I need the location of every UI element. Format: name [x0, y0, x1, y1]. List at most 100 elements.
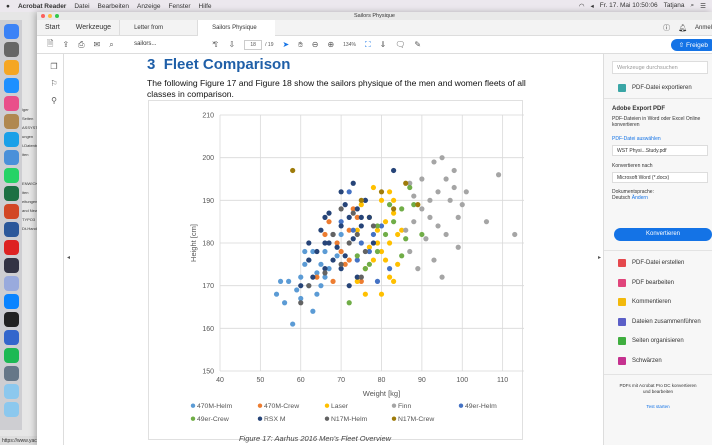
tab-start[interactable]: Start: [45, 24, 60, 31]
clock[interactable]: Fr. 17. Mai 10:50:06: [599, 2, 658, 9]
choose-file-link[interactable]: PDF-Datei auswählen: [612, 135, 661, 142]
data-point-laser: [395, 231, 401, 238]
fit-page-icon[interactable]: ⛶: [364, 39, 371, 49]
dock-app-icon[interactable]: [3, 384, 19, 399]
tool-item[interactable]: Seiten organisieren: [604, 332, 712, 352]
upload-icon[interactable]: ⇪: [62, 40, 70, 49]
close-window-button[interactable]: [41, 14, 45, 18]
dock-app-icon[interactable]: [3, 348, 19, 363]
hand-tool-icon[interactable]: ✋︎: [298, 39, 303, 49]
menu-hilfe[interactable]: Hilfe: [198, 2, 212, 10]
save-icon[interactable]: 🗎︎: [47, 38, 54, 48]
dock-app-icon[interactable]: [3, 114, 19, 129]
dock-app-icon[interactable]: [3, 276, 19, 291]
dock-app-icon[interactable]: [3, 312, 19, 327]
select-tool-icon[interactable]: ➤: [282, 40, 290, 49]
tool-item[interactable]: Kommentieren: [604, 293, 712, 313]
user-name[interactable]: Tatjana: [663, 2, 685, 9]
attachment-icon[interactable]: ⚲: [51, 96, 57, 105]
trial-link[interactable]: Test starten: [646, 403, 670, 409]
search-icon[interactable]: ⌕: [109, 39, 114, 49]
dock-app-icon[interactable]: [3, 150, 19, 165]
legend-label: N17M-Crew: [398, 416, 434, 423]
data-point-470m-crew: [334, 240, 340, 246]
format-select[interactable]: Microsoft Word (*.docx): [612, 171, 708, 183]
spotlight-icon[interactable]: ⌕: [690, 2, 695, 9]
dock-app-icon[interactable]: [3, 24, 19, 39]
tool-item[interactable]: PDF-Datei erstellen: [604, 254, 712, 274]
data-point-laser: [378, 291, 385, 297]
convert-button[interactable]: Konvertieren: [614, 227, 712, 241]
tool-item[interactable]: Schwärzen: [604, 351, 712, 371]
dock-app-icon[interactable]: [3, 96, 19, 111]
data-point-rsx-m: [346, 214, 352, 220]
data-point-470m-helm: [322, 248, 328, 255]
apple-icon[interactable]: ●: [6, 2, 10, 10]
menu-list-icon[interactable]: ☰: [700, 3, 706, 10]
dock-app-icon[interactable]: [3, 60, 19, 75]
page-down-icon[interactable]: ⇩: [228, 40, 236, 49]
tool-export-pdf[interactable]: PDF-Datei exportieren: [604, 78, 712, 98]
collapse-right-icon[interactable]: ▸: [597, 255, 601, 261]
dock-app-icon[interactable]: [3, 132, 19, 147]
tool-icon: [618, 356, 626, 365]
dock-app-icon[interactable]: [3, 222, 19, 237]
comment-icon[interactable]: 🗨︎: [395, 40, 406, 49]
bookmark-icon[interactable]: ⚐: [50, 79, 58, 88]
data-point-470m-helm: [298, 295, 304, 302]
page-number-input[interactable]: 18: [244, 39, 263, 50]
data-point-rsx-m: [366, 214, 372, 220]
tab-document-sailors[interactable]: Sailors Physique ×: [197, 19, 276, 47]
email-icon[interactable]: ✉: [93, 40, 101, 49]
tools-search-input[interactable]: Werkzeuge durchsuchen: [612, 61, 708, 74]
share-button[interactable]: ⇧ Freigeb: [670, 39, 712, 51]
tab-tools[interactable]: Werkzeuge: [75, 24, 112, 31]
page-up-icon[interactable]: ⇧: [212, 40, 220, 49]
wifi-icon[interactable]: ◠: [578, 3, 585, 10]
print-icon[interactable]: ⎙: [78, 39, 85, 49]
tool-item[interactable]: Dateien zusammenführen: [604, 312, 712, 332]
dock-app-icon[interactable]: [3, 330, 19, 345]
tool-label: Dateien zusammenführen: [632, 318, 701, 325]
data-point-finn: [443, 231, 449, 238]
menu-fenster[interactable]: Fenster: [168, 2, 191, 10]
dock-app-icon[interactable]: [3, 42, 19, 57]
dock-app-icon[interactable]: [3, 366, 19, 381]
file-field[interactable]: WST Physi...Study.pdf: [612, 144, 708, 156]
menu-bearbeiten[interactable]: Bearbeiten: [97, 2, 129, 10]
dock-app-icon[interactable]: [3, 168, 19, 183]
collapse-left-icon[interactable]: ◂: [67, 255, 71, 261]
dock-app-icon[interactable]: [3, 402, 19, 417]
menu-app[interactable]: Acrobat Reader: [17, 2, 67, 10]
pen-icon[interactable]: ✎: [414, 40, 422, 49]
dock-app-icon[interactable]: [3, 258, 19, 273]
menu-anzeige[interactable]: Anzeige: [136, 2, 161, 10]
volume-icon[interactable]: ◂: [590, 3, 594, 10]
background-text: iten: [22, 152, 29, 157]
legend-marker: [257, 416, 263, 421]
dock-app-icon[interactable]: [3, 294, 19, 309]
close-tab-icon[interactable]: ×: [212, 40, 216, 47]
data-point-49er-crew: [419, 231, 425, 238]
sign-in-link[interactable]: Anmel: [694, 24, 712, 31]
background-text: eitungen: [22, 199, 38, 204]
minimize-button[interactable]: [48, 14, 52, 18]
dock-app-icon[interactable]: [3, 204, 19, 219]
dock-app-icon[interactable]: [3, 186, 19, 201]
scroll-mode-icon[interactable]: ⇓: [379, 40, 387, 49]
x-axis-label: Weight [kg]: [363, 389, 400, 398]
change-lang-link[interactable]: Ändern: [631, 195, 648, 201]
dock-app-icon[interactable]: [3, 240, 19, 255]
bell-icon[interactable]: 🔔︎: [678, 24, 687, 32]
zoom-button[interactable]: [55, 14, 59, 18]
zoom-in-icon[interactable]: ⊕: [327, 40, 335, 49]
tab-document-letter[interactable]: Letter from sailors...: [119, 19, 197, 47]
zoom-select[interactable]: 134%: [343, 41, 356, 48]
menu-datei[interactable]: Datei: [74, 2, 90, 10]
zoom-out-icon[interactable]: ⊖: [311, 40, 319, 49]
help-icon[interactable]: ⓘ: [663, 24, 671, 32]
document-view[interactable]: ◂ ▸ 3 Fleet Comparison The following Fig…: [65, 54, 603, 445]
tool-item[interactable]: PDF bearbeiten: [604, 273, 712, 293]
dock-app-icon[interactable]: [3, 78, 19, 93]
page-thumbnails-icon[interactable]: ❐: [50, 62, 58, 71]
